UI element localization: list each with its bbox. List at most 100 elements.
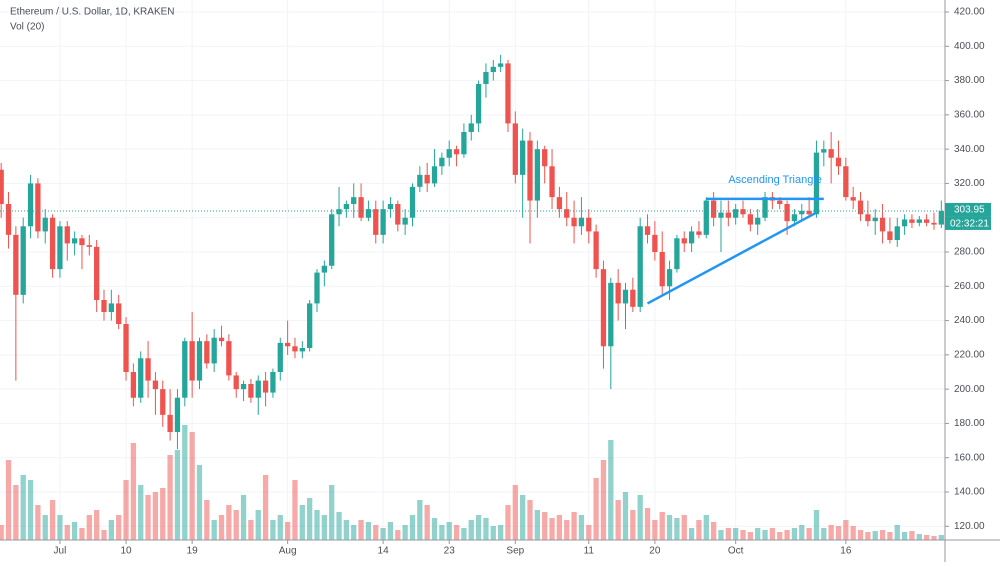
volume-bar xyxy=(49,500,56,540)
candle-body xyxy=(828,149,834,158)
volume-bar xyxy=(453,525,460,540)
candle-body xyxy=(578,217,585,227)
candle-body xyxy=(152,380,159,390)
volume-bar xyxy=(64,525,70,540)
x-tick-label: 16 xyxy=(840,546,852,557)
candle-body xyxy=(542,149,548,167)
candle-body xyxy=(446,149,452,158)
candle-body xyxy=(204,341,210,364)
candle-body xyxy=(556,197,563,210)
candle-body xyxy=(233,375,239,390)
volume-bar xyxy=(160,488,166,540)
y-tick-label: 400.00 xyxy=(954,41,985,52)
candle-body xyxy=(630,289,636,307)
plot-layer xyxy=(0,0,945,540)
candle-body xyxy=(409,186,416,218)
candle-body xyxy=(821,149,827,153)
volume-bar xyxy=(549,518,555,540)
candle-body xyxy=(666,269,673,287)
volume-bar xyxy=(395,530,401,540)
x-tick-label: Jul xyxy=(54,546,67,557)
volume-bar xyxy=(424,505,430,540)
volume-bar xyxy=(733,528,739,540)
candle-body xyxy=(872,217,878,222)
candle-body xyxy=(182,341,188,398)
volume-bar xyxy=(182,425,188,540)
candle-body xyxy=(299,348,305,352)
candle-body xyxy=(145,358,151,381)
y-tick-label: 240.00 xyxy=(954,315,985,326)
volume-bar xyxy=(226,505,232,540)
volume-bar xyxy=(857,530,864,540)
candle-body xyxy=(358,197,364,218)
candle-body xyxy=(453,149,460,155)
candle-body xyxy=(755,217,761,225)
candle-body xyxy=(395,204,401,225)
countdown-label: 02:32:21 xyxy=(950,219,989,230)
volume-bar xyxy=(534,510,540,540)
candle-body xyxy=(909,219,915,223)
volume-bar xyxy=(409,515,416,540)
volume-bar xyxy=(417,500,423,540)
candle-body xyxy=(240,384,247,390)
candle-body xyxy=(292,346,298,352)
volume-bar xyxy=(674,518,680,540)
volume-bar xyxy=(777,532,783,540)
volume-bar xyxy=(218,515,225,540)
volume-bar xyxy=(475,515,482,540)
volume-bar xyxy=(696,520,702,540)
candle-body xyxy=(101,300,107,312)
volume-bar xyxy=(600,460,607,540)
candle-body xyxy=(284,342,291,347)
candle-body xyxy=(387,204,394,210)
candle-body xyxy=(402,217,408,225)
volume-bar xyxy=(138,485,144,540)
candle-body xyxy=(894,226,900,240)
volume-bar xyxy=(916,534,922,540)
candle-body xyxy=(13,234,19,295)
candle-body xyxy=(520,140,526,175)
candle-body xyxy=(130,372,137,398)
volume-bar xyxy=(821,528,827,540)
volume-bar xyxy=(5,460,12,540)
candle-body xyxy=(615,282,621,304)
volume-bar xyxy=(813,510,820,540)
volume-bar xyxy=(497,525,504,540)
volume-bar xyxy=(86,515,92,540)
candle-body xyxy=(483,72,489,84)
x-tick-label: Oct xyxy=(728,546,744,557)
candle-body xyxy=(901,219,908,227)
y-tick-label: 180.00 xyxy=(954,418,985,429)
volume-bar xyxy=(769,528,776,540)
volume-bar xyxy=(659,512,665,540)
volume-bar xyxy=(923,535,930,540)
candle-body xyxy=(138,358,144,398)
candle-body xyxy=(622,289,629,304)
volume-bar xyxy=(931,536,937,540)
volume-bar xyxy=(564,520,570,540)
volume-bar xyxy=(483,518,489,540)
candle-body xyxy=(564,209,570,218)
volume-bar xyxy=(402,525,408,540)
candle-body xyxy=(365,209,372,218)
volume-bar xyxy=(431,518,438,540)
price-tag xyxy=(945,202,991,217)
volume-bar xyxy=(204,500,210,540)
candle-body xyxy=(262,380,269,393)
volume-bar xyxy=(380,528,386,540)
volume-bar xyxy=(262,475,269,540)
candle-body xyxy=(123,324,129,372)
candle-body xyxy=(938,210,944,225)
candle-body xyxy=(380,209,386,235)
volume-bar xyxy=(0,525,4,540)
y-tick-label: 140.00 xyxy=(954,487,985,498)
candle-body xyxy=(512,123,518,175)
volume-bar xyxy=(652,520,658,540)
volume-bar xyxy=(116,515,122,540)
candle-body xyxy=(86,245,92,247)
volume-bar xyxy=(468,520,474,540)
volume-bar xyxy=(608,440,614,540)
volume-bar xyxy=(762,530,768,540)
candle-body xyxy=(475,84,482,124)
